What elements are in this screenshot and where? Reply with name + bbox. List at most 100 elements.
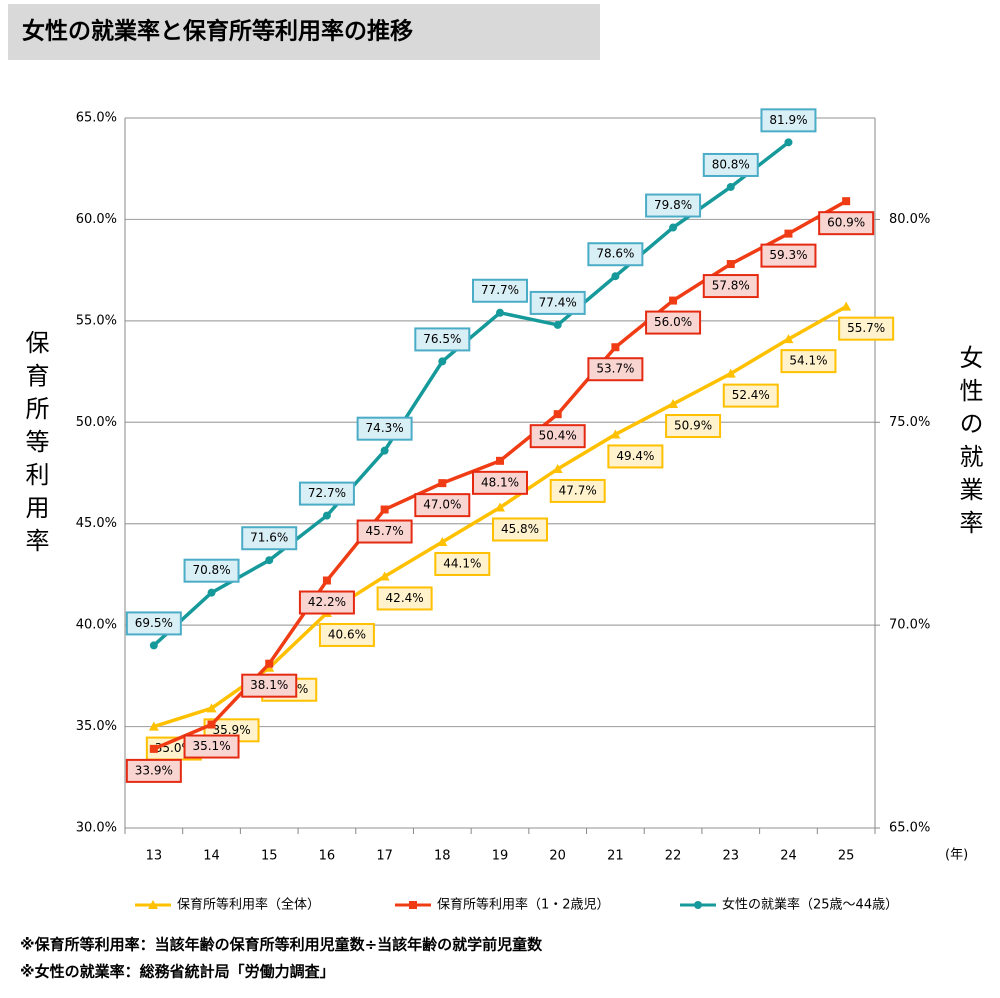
marker	[553, 410, 562, 419]
value-label: 45.8%	[501, 522, 539, 536]
value-label: 50.9%	[674, 419, 712, 433]
y-tick-label: 40.0%	[76, 618, 117, 633]
x-tick-label: 21	[607, 849, 624, 864]
marker	[611, 272, 620, 281]
marker	[148, 900, 158, 909]
value-label-box	[702, 152, 759, 177]
x-tick-label: 13	[146, 849, 163, 864]
value-label-box	[472, 278, 528, 303]
value-label-box	[241, 526, 298, 551]
value-label: 52.4%	[732, 388, 770, 402]
marker	[380, 446, 389, 455]
marker	[265, 659, 274, 668]
value-label: 42.4%	[386, 591, 424, 605]
marker	[207, 588, 216, 597]
marker	[552, 463, 563, 473]
value-label-box	[722, 383, 779, 408]
value-label: 40.6%	[328, 627, 366, 641]
marker	[784, 229, 793, 238]
y-tick-label: 55.0%	[76, 313, 117, 328]
value-label: 48.1%	[481, 475, 519, 489]
value-label-box	[318, 622, 375, 647]
value-label: 49.4%	[616, 449, 654, 463]
y2-tick-label: 80.0%	[889, 212, 930, 227]
value-label: 70.8%	[192, 563, 230, 577]
value-label-box	[356, 519, 413, 544]
value-label: 55.7%	[847, 321, 885, 335]
marker	[149, 744, 158, 753]
value-label: 76.5%	[423, 332, 461, 346]
x-tick-label: 25	[838, 849, 855, 864]
value-label-box	[760, 108, 817, 133]
value-label-box	[414, 327, 471, 352]
value-label: 79.8%	[654, 198, 692, 212]
marker	[148, 721, 159, 731]
marker	[841, 301, 852, 311]
x-tick-label: 23	[722, 849, 739, 864]
value-label-box	[434, 551, 491, 576]
value-label: 47.7%	[559, 483, 597, 497]
value-label-box	[472, 470, 528, 495]
marker	[669, 223, 678, 232]
value-label-box	[838, 316, 895, 341]
marker	[610, 429, 621, 439]
value-label: 54.1%	[789, 354, 827, 368]
value-label: 45.7%	[366, 524, 404, 538]
value-label-box	[529, 290, 586, 315]
legend-label: 保育所等利用率（全体）	[177, 897, 320, 913]
series-line	[153, 305, 848, 729]
legend-label: 保育所等利用率（1・2歳児）	[437, 897, 610, 913]
marker	[669, 296, 678, 305]
marker	[496, 456, 504, 465]
marker	[322, 576, 331, 585]
marker	[265, 556, 274, 565]
value-label-box	[607, 444, 664, 469]
value-label-box	[780, 349, 837, 374]
x-tick-label: 22	[665, 849, 682, 864]
y2-axis-label: 女性の就業率	[955, 345, 983, 543]
value-label: 42.2%	[308, 595, 346, 609]
value-label-box	[376, 586, 433, 611]
value-label-box	[414, 493, 471, 518]
value-label: 47.0%	[423, 498, 461, 512]
value-label-box	[529, 424, 586, 449]
legend-label: 女性の就業率（25歳～44歳）	[722, 897, 898, 913]
y-tick-label: 50.0%	[76, 415, 117, 430]
value-label-box	[702, 274, 759, 299]
marker	[842, 197, 851, 206]
marker	[380, 505, 389, 514]
marker	[694, 901, 702, 909]
value-label: 33.9%	[135, 763, 173, 777]
value-label: 59.3%	[769, 248, 807, 262]
value-label: 78.6%	[596, 247, 634, 261]
chart-title: 女性の就業率と保育所等利用率の推移	[22, 18, 413, 45]
value-label-box	[183, 734, 240, 759]
value-label-box	[183, 558, 240, 583]
value-label: 57.8%	[712, 279, 750, 293]
value-label-box	[549, 478, 606, 503]
x-tick-label: 20	[549, 849, 566, 864]
marker	[783, 334, 794, 344]
title-bg	[8, 4, 600, 60]
value-label: 72.7%	[308, 486, 346, 500]
marker	[726, 260, 735, 269]
x-tick-label: 19	[492, 849, 509, 864]
value-label-box	[298, 481, 355, 506]
value-label: 60.9%	[827, 216, 865, 230]
marker	[149, 641, 158, 650]
x-tick-label: 14	[203, 849, 220, 864]
x-tick-label: 15	[261, 849, 278, 864]
y-tick-label: 65.0%	[76, 111, 117, 126]
marker	[726, 182, 735, 191]
y-axis-label: 保育所等利用率	[21, 330, 49, 561]
x-tick-label: 18	[434, 849, 451, 864]
value-label: 77.4%	[539, 295, 577, 309]
x-tick-label: 17	[376, 849, 393, 864]
value-label: 77.7%	[481, 283, 519, 297]
y2-tick-label: 65.0%	[889, 821, 930, 836]
value-label-box	[241, 673, 298, 698]
value-label: 50.4%	[539, 429, 577, 443]
y2-tick-label: 75.0%	[889, 415, 930, 430]
value-label: 53.7%	[596, 362, 634, 376]
